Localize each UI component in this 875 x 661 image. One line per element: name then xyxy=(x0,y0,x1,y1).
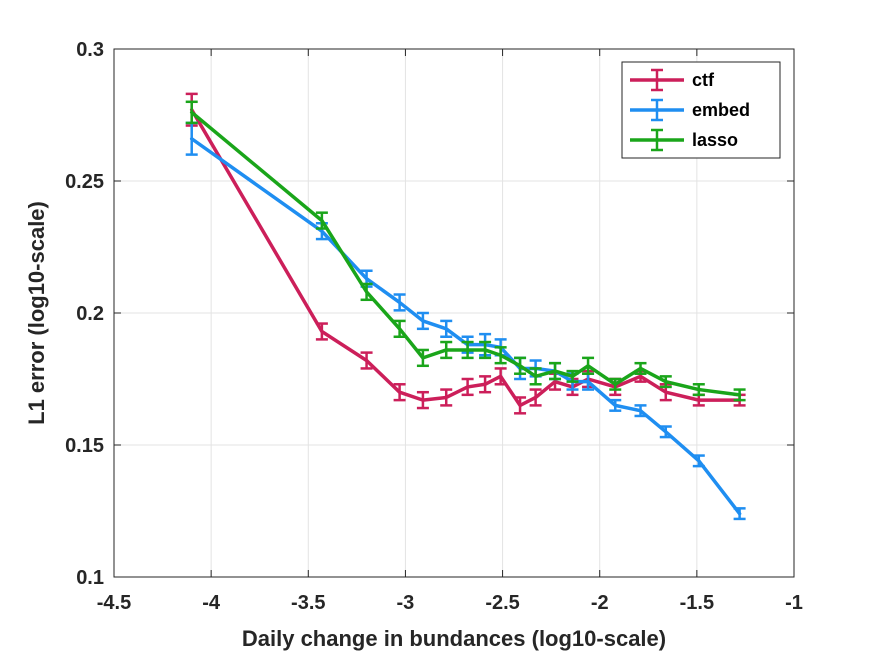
error-bar-lasso xyxy=(440,340,453,360)
error-bar-ctf xyxy=(315,322,328,341)
error-bar-lasso xyxy=(634,361,647,375)
error-bar-embed xyxy=(416,311,429,331)
legend-label: ctf xyxy=(692,70,715,90)
error-bar-lasso xyxy=(609,377,622,391)
legend-item-ctf[interactable]: ctf xyxy=(630,68,715,92)
y-tick-label: 0.1 xyxy=(76,567,104,589)
y-tick-label: 0.2 xyxy=(76,303,104,325)
error-bar-lasso xyxy=(416,348,429,368)
error-bar-lasso xyxy=(514,356,527,375)
error-bar-lasso xyxy=(549,361,562,381)
error-bar-embed xyxy=(659,425,672,439)
legend-label: embed xyxy=(692,100,750,120)
error-bar-ctf xyxy=(360,351,373,370)
x-tick-label: -1.5 xyxy=(680,592,714,614)
error-bar-ctf xyxy=(461,377,474,397)
error-bar-lasso xyxy=(566,369,579,383)
axis-ticks: -4.5 -4 -3.5 -3 -2.5 -2 -1.5 -1 0.1 0.15 0.2 0.25 0.… xyxy=(65,39,803,614)
y-tick-label: 0.3 xyxy=(76,39,104,61)
error-bar-lasso xyxy=(582,356,595,375)
error-bar-lasso xyxy=(185,100,198,125)
legend-label: lasso xyxy=(692,130,738,150)
legend-item-embed[interactable]: embed xyxy=(630,98,750,122)
error-bar-lasso xyxy=(659,375,672,389)
error-bar-lasso xyxy=(360,282,373,302)
error-bar-embed xyxy=(440,319,453,339)
error-bar-lasso xyxy=(529,367,542,386)
y-tick-label: 0.25 xyxy=(65,171,104,193)
y-tick-label: 0.15 xyxy=(65,435,104,457)
x-axis-title: Daily change in bundances (log10-scale) xyxy=(242,626,666,651)
legend[interactable]: ctf embed lasso xyxy=(621,61,781,159)
error-bar-ctf xyxy=(440,388,453,407)
x-tick-label: -2 xyxy=(591,592,609,614)
error-bar-lasso xyxy=(733,388,746,402)
x-tick-label: -1 xyxy=(785,592,803,614)
error-bar-lasso xyxy=(461,340,474,360)
error-bar-ctf xyxy=(514,396,527,415)
x-tick-label: -3 xyxy=(397,592,415,614)
x-tick-label: -2.5 xyxy=(485,592,519,614)
error-bar-embed xyxy=(733,507,746,521)
error-bar-ctf xyxy=(494,367,507,386)
error-bar-ctf xyxy=(479,375,492,394)
error-bar-embed xyxy=(393,293,406,312)
error-bar-lasso xyxy=(479,340,492,360)
x-tick-label: -4.5 xyxy=(97,592,131,614)
error-bar-lasso xyxy=(315,211,328,230)
error-bar-embed xyxy=(692,454,705,468)
error-bar-lasso xyxy=(692,383,705,397)
error-bar-ctf xyxy=(529,388,542,407)
error-bar-ctf xyxy=(416,390,429,410)
error-bar-lasso xyxy=(494,346,507,365)
error-bar-lasso xyxy=(393,319,406,339)
y-axis-title: L1 error (log10-scale) xyxy=(24,201,49,425)
error-bar-ctf xyxy=(393,383,406,402)
x-tick-label: -3.5 xyxy=(291,592,325,614)
legend-item-lasso[interactable]: lasso xyxy=(630,128,738,152)
series-lasso xyxy=(185,100,746,402)
error-bar-embed xyxy=(609,398,622,412)
series-layer xyxy=(185,92,746,521)
error-bar-embed xyxy=(634,404,647,418)
series-embed xyxy=(185,121,746,521)
x-tick-label: -4 xyxy=(202,592,221,614)
